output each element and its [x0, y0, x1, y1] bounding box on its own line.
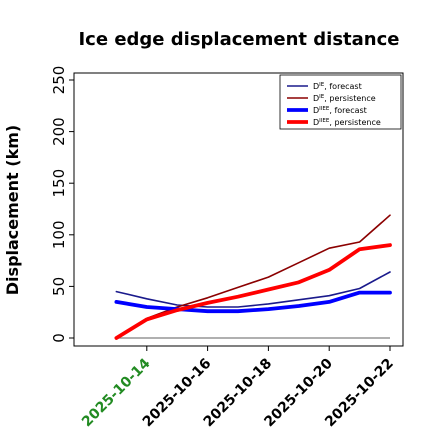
y-tick-label: 50 [50, 277, 68, 296]
series-line-3 [114, 290, 392, 314]
chart-title: Ice edge displacement distance [78, 29, 399, 50]
y-ticks: 0 50 100 150 200 250 [50, 66, 74, 343]
series-line-4 [114, 243, 392, 340]
y-tick-label: 200 [50, 117, 68, 146]
y-tick-label: 150 [50, 169, 68, 198]
series-line-1 [115, 271, 391, 308]
plot-frame [73, 72, 404, 347]
legend-items: DIE, forecast DIE, persistence DIIEE, fore… [287, 82, 381, 127]
y-tick-label: 0 [50, 333, 68, 343]
legend: DIE, forecast DIE, persistence DIIEE, fore… [279, 74, 402, 130]
x-ticks: 2025-10-142025-10-162025-10-182025-10-20… [79, 346, 397, 430]
legend-label: DIIEE, persistence [313, 118, 381, 127]
y-axis-label: Displacement (km) [3, 125, 22, 295]
legend-label: DIE, persistence [313, 94, 376, 103]
y-tick-label: 100 [50, 220, 68, 249]
legend-label: DIIEE, forecast [313, 106, 367, 115]
series-group [114, 214, 392, 340]
legend-box [279, 74, 402, 130]
legend-label: DIE, forecast [313, 82, 362, 91]
series-line-2 [115, 214, 391, 339]
y-tick-label: 250 [50, 66, 68, 95]
